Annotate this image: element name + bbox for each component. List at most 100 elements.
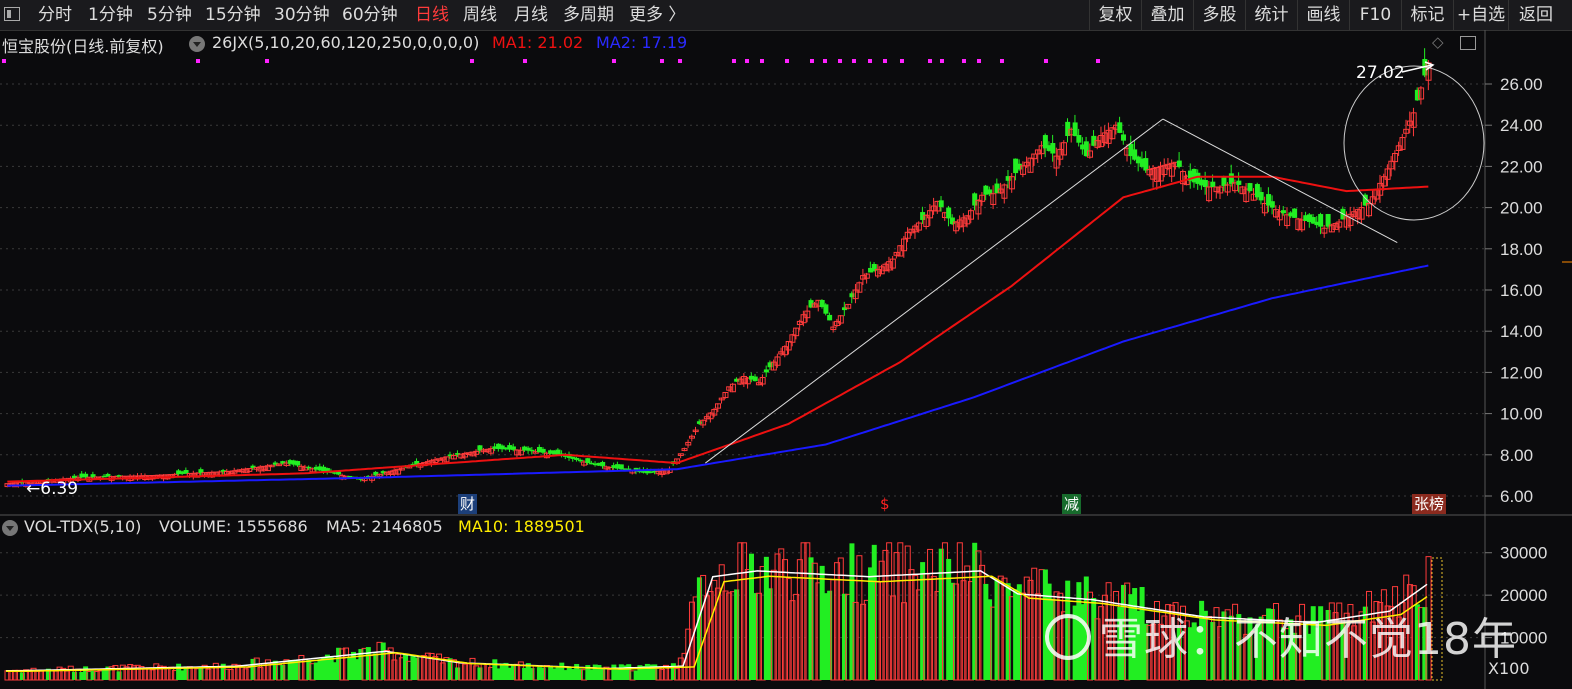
candle-body-up [242, 468, 249, 474]
marker-limit-up-list[interactable]: 张榜 [1412, 494, 1447, 514]
period-tab-9[interactable]: 多周期 [563, 5, 614, 25]
highlight-circle [1343, 65, 1485, 221]
toolbar-button-8[interactable]: 返回 [1508, 0, 1563, 30]
candle-body-down [1191, 168, 1197, 183]
diamond-icon[interactable]: ◇ [1432, 33, 1444, 51]
volume-bar-down [1269, 608, 1275, 680]
candle-body-down [1135, 156, 1141, 164]
candle-body-down [548, 450, 554, 454]
toolbar-button-6[interactable]: 标记 [1401, 0, 1453, 30]
volume-bar-up [722, 590, 729, 681]
candle-body-up [830, 326, 837, 331]
period-tab-5[interactable]: 60分钟 [342, 5, 398, 25]
candle-body-down [1292, 208, 1298, 218]
indicator-dropdown-icon[interactable] [189, 36, 205, 52]
candle-body-down [920, 212, 926, 220]
candle-body-up [1023, 161, 1030, 167]
candle-body-up [860, 275, 867, 280]
signal-dot [883, 59, 887, 63]
candle-body-up [398, 467, 405, 471]
volume-bar-down [280, 664, 286, 680]
volume-bar-up [1351, 625, 1358, 681]
candle-body-up [715, 403, 722, 409]
last-volume-highlight [1431, 557, 1443, 681]
volume-bar-down [652, 664, 658, 680]
volume-bar-down [477, 667, 483, 680]
marker-dollar[interactable]: $ [880, 495, 890, 513]
candle-body-down [1254, 184, 1260, 198]
marker-reduce[interactable]: 减 [1062, 494, 1082, 514]
candle-body-down [90, 474, 96, 478]
candle-body-down [585, 458, 591, 464]
volume-bar-up [1343, 612, 1350, 681]
candle-body-up [376, 473, 383, 477]
volume-bar-up [298, 654, 305, 681]
volume-bar-up [391, 659, 398, 681]
candle-body-up [889, 258, 896, 269]
candle-body-up [264, 465, 271, 472]
toolbar-button-1[interactable]: 叠加 [1141, 0, 1193, 30]
volume-bar-up [160, 665, 167, 681]
volume-bar-down [1199, 600, 1205, 680]
period-tab-2[interactable]: 5分钟 [147, 5, 192, 25]
volume-bar-up [465, 663, 472, 681]
volume-bar-down [176, 663, 182, 680]
volume-bar-down [983, 583, 989, 680]
volume-bar-up [1213, 607, 1220, 681]
candle-body-up [677, 453, 684, 456]
volume-bar-down [563, 670, 568, 680]
volume-bar-down [1013, 589, 1019, 680]
candle-body-down [1221, 176, 1227, 186]
toolbar-button-4[interactable]: 画线 [1297, 0, 1349, 30]
candle-body-up [443, 456, 450, 463]
volume-bar-down [1258, 616, 1264, 680]
layout-toggle-icon[interactable] [4, 7, 20, 21]
toolbar-button-2[interactable]: 多股 [1193, 0, 1245, 30]
toolbar-button-7[interactable]: +自选 [1453, 0, 1508, 30]
period-tab-4[interactable]: 30分钟 [274, 5, 330, 25]
candle-body-up [1232, 182, 1239, 192]
volume-bar-down [410, 655, 416, 680]
volume-bar-down [403, 654, 409, 680]
signal-dot [196, 59, 200, 63]
candle-body-up [1261, 202, 1268, 214]
candle-body-down [1042, 135, 1048, 149]
vol-dropdown-icon[interactable] [2, 520, 18, 536]
period-tab-7[interactable]: 周线 [463, 5, 497, 25]
high-arrowhead [1424, 61, 1435, 71]
candle-body-down [71, 475, 77, 479]
candle-body-down [1280, 210, 1286, 214]
toolbar-button-3[interactable]: 统计 [1245, 0, 1297, 30]
candle-body-down [600, 461, 606, 467]
panel-toggle-icon[interactable] [1460, 36, 1476, 50]
volume-bar-up [119, 664, 126, 681]
candle-body-down [250, 465, 256, 468]
candle-body-up [1206, 186, 1213, 202]
signal-dot [810, 59, 814, 63]
volume-bar-up [1332, 612, 1339, 681]
period-tab-3[interactable]: 15分钟 [205, 5, 261, 25]
volume-bar-up [127, 664, 134, 681]
candle-body-down [347, 475, 353, 478]
toolbar-button-0[interactable]: 复权 [1089, 0, 1141, 30]
candle-body-down [949, 217, 955, 225]
volume-bar-down [1292, 632, 1298, 680]
candle-body-up [1180, 171, 1187, 185]
period-tab-0[interactable]: 分时 [38, 5, 72, 25]
period-tab-1[interactable]: 1分钟 [88, 5, 133, 25]
volume-bar-up [64, 670, 71, 681]
toolbar-button-5[interactable]: F10 [1349, 0, 1401, 30]
period-tab-8[interactable]: 月线 [514, 5, 548, 25]
volume-bar-down [555, 666, 561, 680]
volume-bar-up [1380, 589, 1387, 681]
period-tab-10[interactable]: 更多 〉 [629, 5, 686, 25]
price-tick-label-3: 20.00 [1500, 199, 1543, 218]
ma1-line [7, 175, 1429, 483]
volume-bar-down [574, 663, 580, 680]
marker-finance[interactable]: 财 [458, 494, 478, 514]
period-tab-6[interactable]: 日线 [415, 5, 449, 25]
volume-bar-down [1303, 622, 1309, 680]
volume-bar-up [264, 659, 271, 681]
volume-bar-up [930, 575, 937, 681]
candle-body-up [1031, 153, 1038, 160]
